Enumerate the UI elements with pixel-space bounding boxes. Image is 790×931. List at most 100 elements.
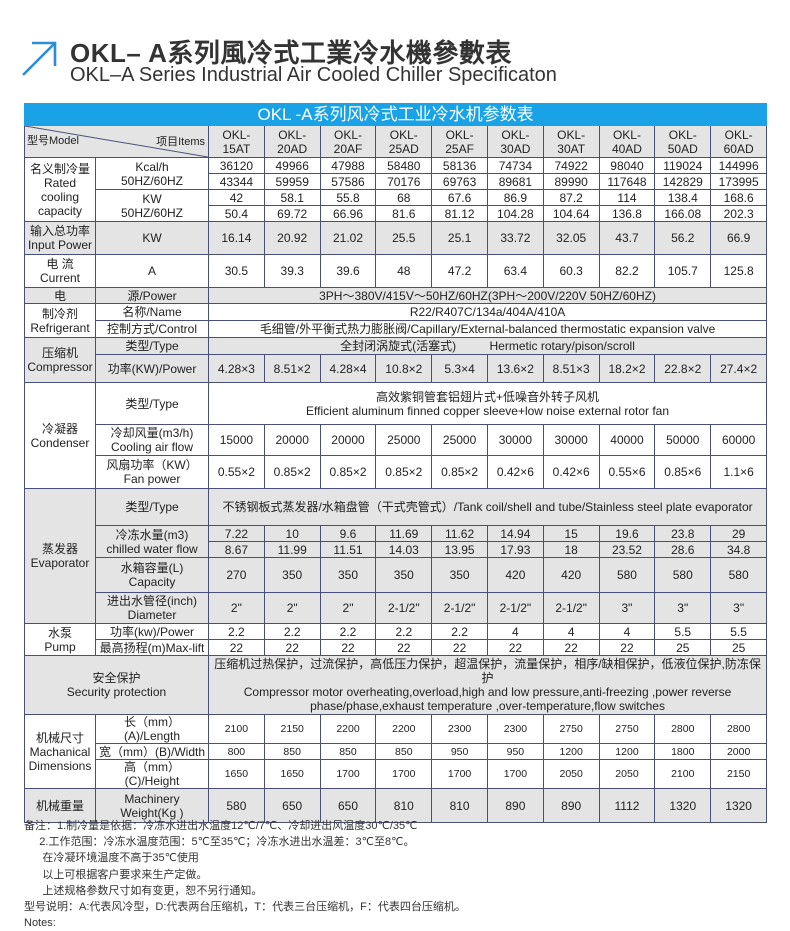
value-cell: 23.8 <box>654 525 712 542</box>
value-cell: 36120 <box>208 157 265 174</box>
value-cell: 25.1 <box>431 221 488 255</box>
diagonal-divider <box>25 126 208 157</box>
value-cell: 14.94 <box>486 525 544 542</box>
note-line: 型号说明：A:代表风冷型，D:代表两台压缩机，T：代表三台压缩机，F：代表四台压… <box>24 901 466 914</box>
model-prefix: OKL- <box>557 127 586 142</box>
value-cell: 2" <box>208 592 265 624</box>
value-cell: 580 <box>654 557 712 593</box>
page-subtitle: OKL–A Series Industrial Air Cooled Chill… <box>70 64 557 86</box>
value-cell: 2.2 <box>375 623 433 640</box>
value-cell: 20000 <box>319 424 377 456</box>
model-header: OKL- 20AD <box>263 125 321 158</box>
note-line: 在冷凝环境温度不高于35℃使用 <box>24 852 199 865</box>
value-cell: 810 <box>431 788 488 823</box>
table-row: 名义制冷量 Rated cooling capacity Kcal/h 50HZ/… <box>24 157 768 222</box>
value-cell: 8.51×3 <box>542 354 600 383</box>
model-prefix: OKL- <box>278 127 307 142</box>
value-cell: 18 <box>542 541 600 558</box>
condenser-type-label-cell: 类型/Type <box>95 382 209 425</box>
value-cell: 270 <box>208 557 265 593</box>
value-cell: 25 <box>710 639 768 656</box>
value-cell: 58480 <box>375 157 433 174</box>
dimensions-width-label-cell: 宽（mm）(B)/Width <box>95 743 209 760</box>
table-row: 宽（mm）(B)/Width 800 850 850 850 950 950 1200 1200… <box>25 743 768 760</box>
value-cell: 49966 <box>263 157 321 174</box>
table-row: 水泵 Pump 功率(kw)/Power 2.2 2.2 2.2 2.2 2.2 4 4 4 5.5… <box>24 623 768 656</box>
value-cell: 25.5 <box>375 221 433 255</box>
value-cell: 420 <box>486 557 544 593</box>
value-cell: 119024 <box>654 157 712 174</box>
table-row: 冷凝器 Condenser 类型/Type 高效紫铜管套铝翅片式+低噪音外转子风机 … <box>24 382 768 489</box>
value-cell: 39.3 <box>263 254 321 288</box>
value-cell: 87.2 <box>542 189 600 206</box>
value-cell: 1700 <box>319 759 377 789</box>
value-cell: 29 <box>710 525 768 542</box>
notes: 备注：1.制冷量是依据：冷冻水进出水温度12℃/7℃、冷却进出风温度30℃/35… <box>24 818 466 931</box>
table-row: 机械重量 Machinery Weight(Kg ) 580 650 650 810 810… <box>24 788 768 823</box>
value-cell: 25000 <box>431 424 488 456</box>
value-cell: 420 <box>542 557 600 593</box>
value-cell: 34.8 <box>710 541 768 558</box>
value-cell: 4.28×3 <box>208 354 265 383</box>
model-code: 20AF <box>333 141 363 156</box>
table-row: 电源/Power 3PH～380V/415V～50HZ/60HZ(3PH～200V… <box>24 287 768 304</box>
value-cell: 59959 <box>263 173 321 190</box>
value-cell: 138.4 <box>654 189 712 206</box>
value-cell: 58136 <box>431 157 488 174</box>
model-header: OKL- 25AF <box>431 125 488 158</box>
value-cell: 4 <box>598 623 656 640</box>
refrigerant-name-value-cell: R22/R407C/134a/404A/410A <box>207 303 768 321</box>
current-label-cell: 电 流 Current <box>24 254 96 288</box>
value-cell: 144996 <box>710 157 768 174</box>
value-cell: 55.8 <box>319 189 377 206</box>
value-cell: 60.3 <box>542 254 600 288</box>
table-row: 功率(KW)/Power 4.28×3 8.51×2 4.28×4 10.8×2 5.3×… <box>25 354 768 383</box>
input-power-label-cell: 输入总功率 Input Power <box>24 221 96 255</box>
page-header: OKL– A系列風冷式工業冷水機參數表 OKL–A Series Industr… <box>0 0 790 100</box>
value-cell: 2200 <box>375 714 433 744</box>
value-cell: 30.5 <box>208 254 265 288</box>
value-cell: 11.99 <box>263 541 321 558</box>
value-cell: 16.14 <box>208 221 265 255</box>
value-cell: 2-1/2" <box>542 592 600 624</box>
value-cell: 69.72 <box>263 205 321 222</box>
table-row: 型号Model 项目Items OKL- 15AT OKL- 20AD OKL- 20A… <box>24 125 768 158</box>
value-cell: 33.72 <box>486 221 544 255</box>
value-cell: 1112 <box>598 788 656 823</box>
value-cell: 66.9 <box>710 221 768 255</box>
value-cell: 22 <box>542 639 600 656</box>
value-cell: 2800 <box>710 714 768 744</box>
value-cell: 23.52 <box>598 541 656 558</box>
table-row: 43344 59959 57586 70176 69763 89681 89990 11764… <box>25 173 768 190</box>
value-cell: 2050 <box>598 759 656 789</box>
model-header: OKL- 15AT <box>208 125 265 158</box>
value-cell: 2.2 <box>208 623 265 640</box>
value-cell: 43344 <box>208 173 265 190</box>
evaporator-diameter-label-cell: 进出水管径(inch) Diameter <box>95 592 209 624</box>
model-header: OKL- 25AD <box>375 125 433 158</box>
value-cell: 70176 <box>375 173 433 190</box>
value-cell: 2750 <box>542 714 600 744</box>
value-cell: 850 <box>263 743 321 760</box>
value-cell: 136.8 <box>598 205 656 222</box>
model-prefix: OKL- <box>222 127 251 142</box>
value-cell: 98040 <box>598 157 656 174</box>
value-cell: 21.02 <box>319 221 377 255</box>
value-cell: 2100 <box>654 759 712 789</box>
value-cell: 2100 <box>208 714 265 744</box>
value-cell: 800 <box>208 743 265 760</box>
value-cell: 22 <box>431 639 488 656</box>
spec-table: OKL -A系列风冷式工业冷水机参数表 型号Model 项目Items OKL- 15… <box>23 103 768 823</box>
table-row: 电 流 Current A 30.5 39.3 39.6 48 47.2 63.4 60.3 82… <box>24 254 768 288</box>
value-cell: 50000 <box>654 424 712 456</box>
value-cell: 1800 <box>654 743 712 760</box>
model-prefix: OKL- <box>501 127 530 142</box>
value-cell: 580 <box>710 557 768 593</box>
value-cell: 2.2 <box>319 623 377 640</box>
refrigerant-name-label-cell: 名称/Name <box>95 303 209 321</box>
condenser-airflow-label-cell: 冷却风量(m3/h) Cooling air flow <box>95 424 209 456</box>
current-unit-cell: A <box>95 254 209 288</box>
value-cell: 22 <box>208 639 265 656</box>
model-code: 30AD <box>500 141 531 156</box>
value-cell: 2" <box>319 592 377 624</box>
